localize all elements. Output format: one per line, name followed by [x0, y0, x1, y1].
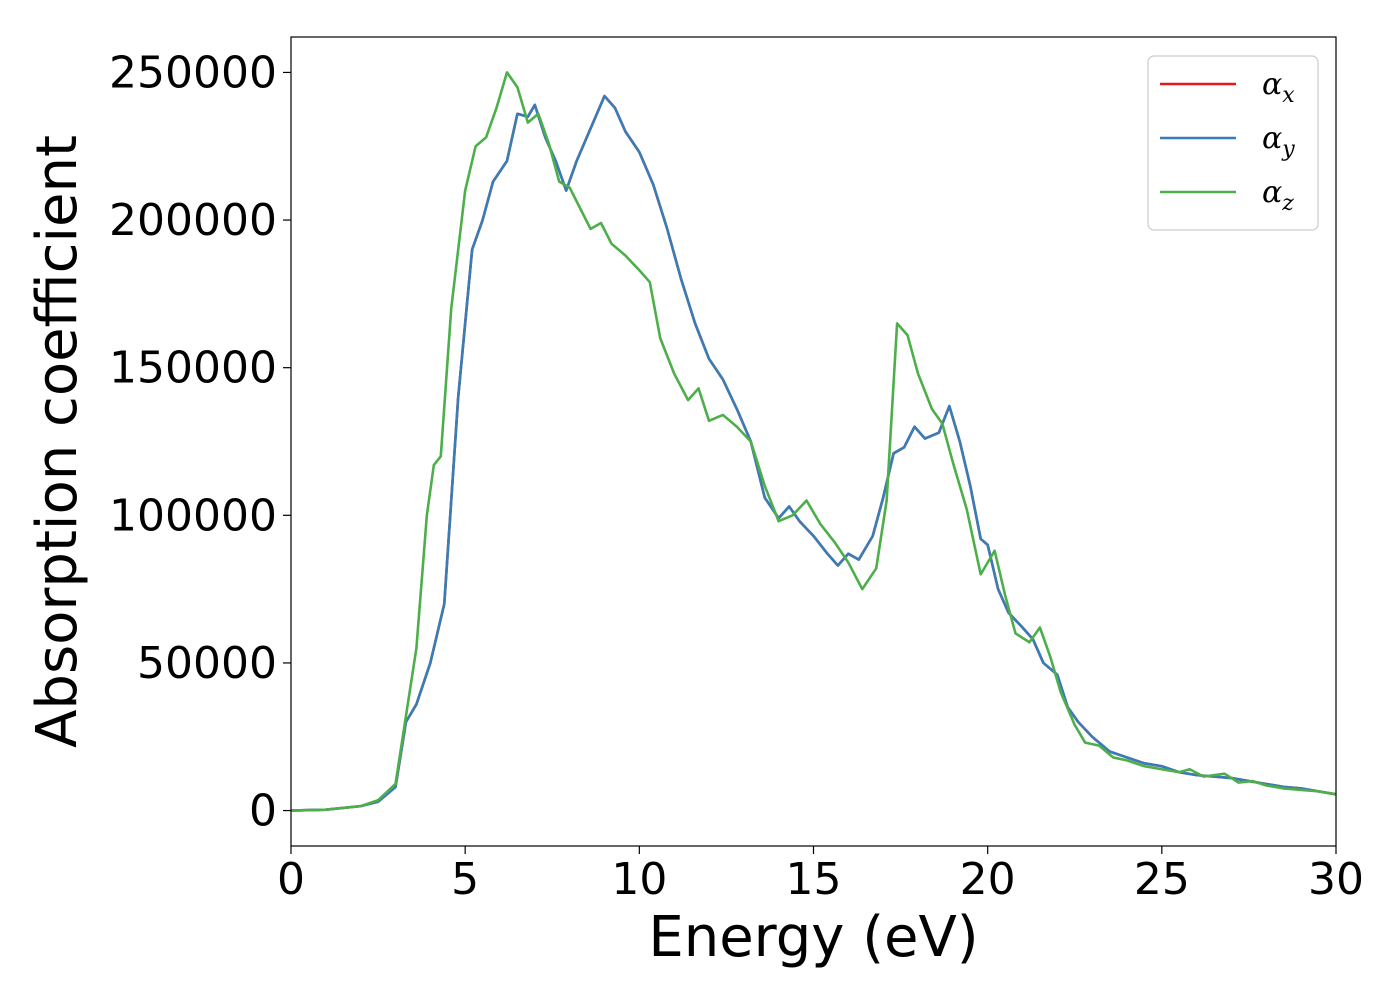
y-tick-label: 250000: [109, 47, 277, 98]
series-line-z: [290, 71, 1337, 812]
x-tick-label: 15: [786, 854, 842, 905]
x-tick-label: 0: [277, 854, 305, 905]
x-tick-label: 5: [451, 854, 479, 905]
y-axis-label: Absorption coefficient: [25, 135, 90, 748]
x-tick-label: 10: [611, 854, 667, 905]
x-axis-ticks: 0 5 10 15 20 25 30: [277, 846, 1364, 905]
y-axis-ticks: 0 50000 100000 150000 200000 250000: [109, 47, 291, 837]
x-tick-label: 25: [1134, 854, 1190, 905]
x-axis-label: Energy (eV): [648, 905, 978, 970]
y-tick-label: 50000: [137, 638, 277, 689]
legend-subscript-x: x: [1282, 83, 1295, 108]
series-line-y: [290, 94, 1337, 812]
legend-subscript-z: z: [1281, 191, 1294, 216]
y-tick-label: 200000: [109, 195, 277, 246]
series-layer: [290, 71, 1337, 812]
x-tick-label: 20: [960, 854, 1016, 905]
legend-subscript-y: y: [1281, 137, 1295, 162]
y-tick-label: 150000: [109, 343, 277, 394]
y-tick-label: 0: [249, 786, 277, 837]
legend-box: [1147, 55, 1319, 231]
y-tick-label: 100000: [109, 490, 277, 541]
x-tick-label: 30: [1308, 854, 1364, 905]
